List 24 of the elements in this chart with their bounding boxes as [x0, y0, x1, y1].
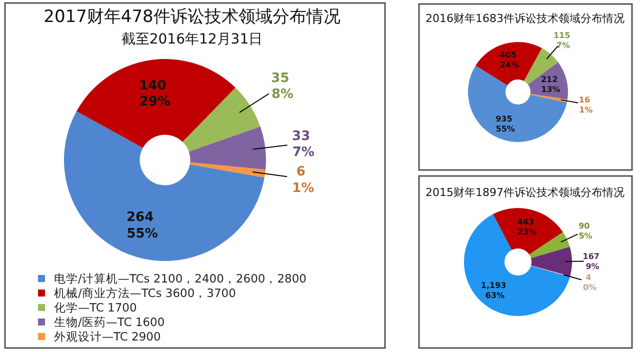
data-label: 405 24%: [500, 50, 520, 70]
chart-subtitle: 截至2016年12月31日: [121, 31, 263, 48]
data-label: 443 23%: [517, 218, 537, 237]
legend-label: 化学—TC 1700: [54, 300, 137, 314]
data-label: 4 0%: [582, 273, 597, 292]
data-label: 140 29%: [139, 78, 171, 110]
chart-title: 2015财年1897件诉讼技术领域分布情况: [426, 186, 624, 199]
data-label: 935 55%: [496, 114, 516, 134]
data-label: 264 55%: [126, 210, 158, 242]
data-label: 1,193 63%: [480, 281, 510, 300]
data-label: 16 1%: [578, 95, 593, 114]
data-label: 33 7%: [292, 128, 315, 160]
data-label: 212 13%: [540, 74, 560, 94]
data-label: 167 9%: [582, 252, 602, 272]
legend-label: 生物/医药—TC 1600: [54, 315, 165, 329]
legend-label: 机械/商业方法—TCs 3600，3700: [54, 286, 236, 300]
chart-title: 2016财年1683件诉讼技术领域分布情况: [426, 12, 624, 25]
data-label: 90 5%: [578, 222, 593, 241]
legend-label: 电学/计算机—TCs 2100，2400，2600，2800: [54, 272, 306, 286]
chart-title: 2017财年478件诉讼技术领域分布情况: [44, 7, 340, 27]
data-label: 6 1%: [292, 164, 314, 196]
data-label: 35 8%: [271, 70, 294, 102]
data-label: 115 7%: [553, 30, 573, 50]
legend-label: 外观设计—TC 2900: [54, 330, 161, 344]
